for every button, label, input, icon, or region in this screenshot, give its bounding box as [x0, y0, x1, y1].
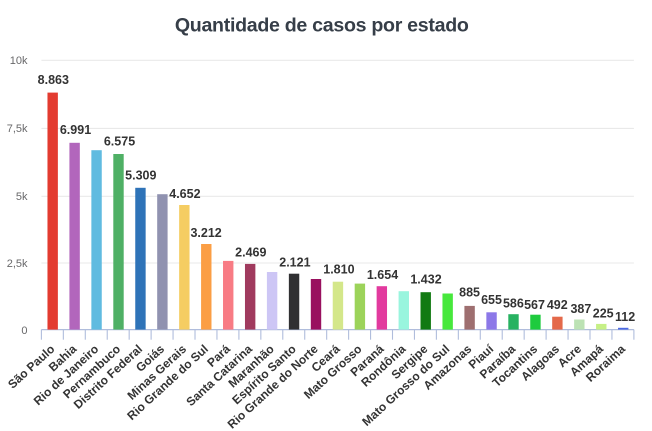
svg-text:2,5k: 2,5k	[7, 258, 28, 270]
svg-text:10k: 10k	[10, 55, 28, 67]
svg-text:885: 885	[459, 286, 480, 300]
svg-text:6.575: 6.575	[104, 135, 135, 149]
svg-text:586: 586	[503, 296, 524, 310]
svg-text:5k: 5k	[16, 191, 28, 203]
svg-text:5.309: 5.309	[125, 168, 156, 182]
svg-text:225: 225	[593, 307, 614, 321]
svg-text:492: 492	[547, 298, 568, 312]
svg-text:567: 567	[524, 298, 545, 312]
svg-text:1.654: 1.654	[367, 268, 398, 282]
svg-text:1.432: 1.432	[410, 273, 441, 287]
svg-text:8.863: 8.863	[38, 73, 69, 87]
svg-text:2.469: 2.469	[235, 245, 266, 259]
svg-text:387: 387	[570, 302, 591, 316]
svg-text:0: 0	[21, 325, 27, 337]
svg-text:655: 655	[481, 293, 502, 307]
svg-text:7,5k: 7,5k	[7, 123, 28, 135]
svg-text:3.212: 3.212	[190, 226, 221, 240]
svg-text:1.810: 1.810	[323, 263, 354, 277]
svg-text:4.652: 4.652	[169, 187, 200, 201]
svg-text:2.121: 2.121	[279, 255, 310, 269]
svg-text:6.991: 6.991	[60, 123, 91, 137]
svg-text:112: 112	[615, 310, 635, 324]
svg-text:Quantidade de casos por estado: Quantidade de casos por estado	[175, 15, 469, 37]
